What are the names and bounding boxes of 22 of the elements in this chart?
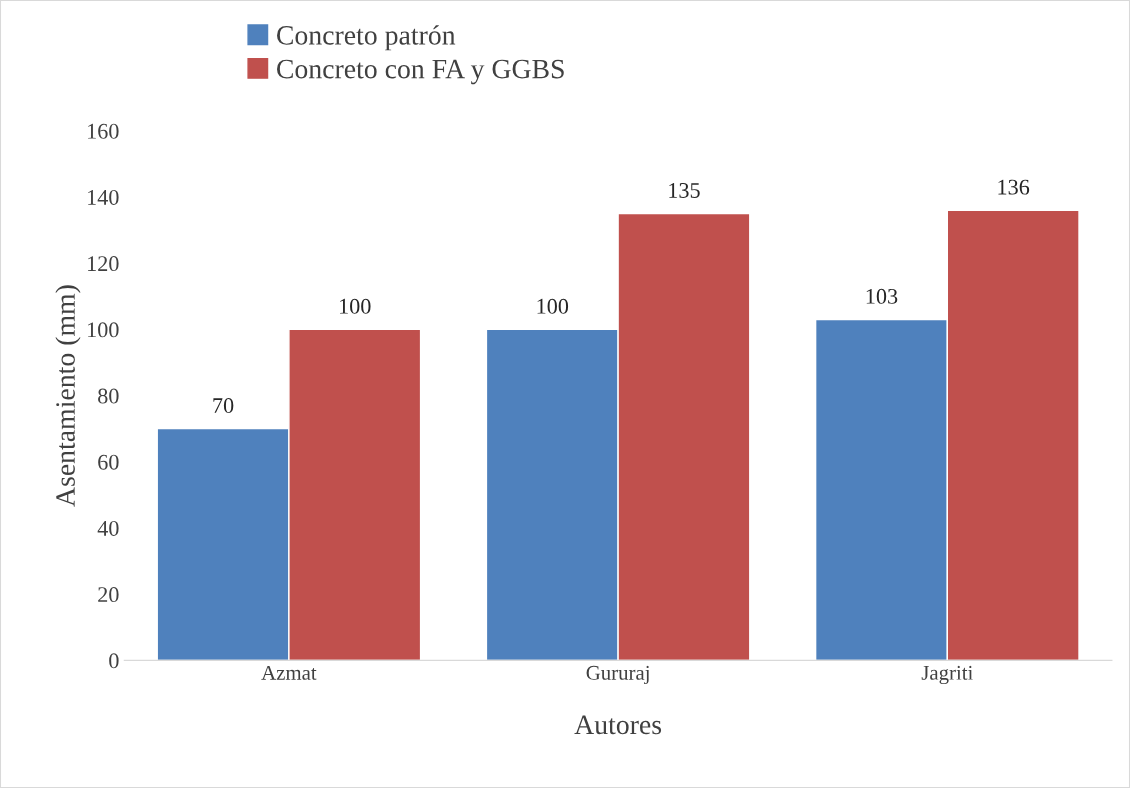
x-tick-label: Jagriti: [921, 665, 973, 685]
y-tick-label: 160: [88, 123, 119, 139]
data-label: 70: [213, 398, 234, 414]
x-tick-label: Azmat: [261, 665, 317, 680]
x-axis-title: Autores: [574, 715, 662, 735]
y-tick-label: 140: [88, 189, 119, 205]
legend-label: Concreto patrón: [277, 25, 456, 51]
x-tick-label: Gururaj: [586, 665, 649, 685]
data-label: 103: [866, 288, 898, 304]
y-tick-label: 40: [97, 520, 119, 536]
y-tick-label: 80: [98, 388, 119, 404]
y-tick-label: 20: [98, 587, 119, 603]
y-axis-title: Asentamiento (mm): [55, 285, 81, 507]
y-tick-label: 0: [109, 653, 119, 669]
data-label: 135: [669, 182, 700, 198]
data-label: 100: [537, 298, 569, 314]
y-tick-label: 120: [88, 256, 119, 272]
data-label: 136: [998, 179, 1030, 195]
data-label: 100: [340, 298, 371, 314]
y-tick-label: 100: [88, 322, 119, 338]
legend-label: Concreto con FA y GGBS: [277, 59, 564, 85]
y-tick-label: 60: [98, 454, 119, 470]
